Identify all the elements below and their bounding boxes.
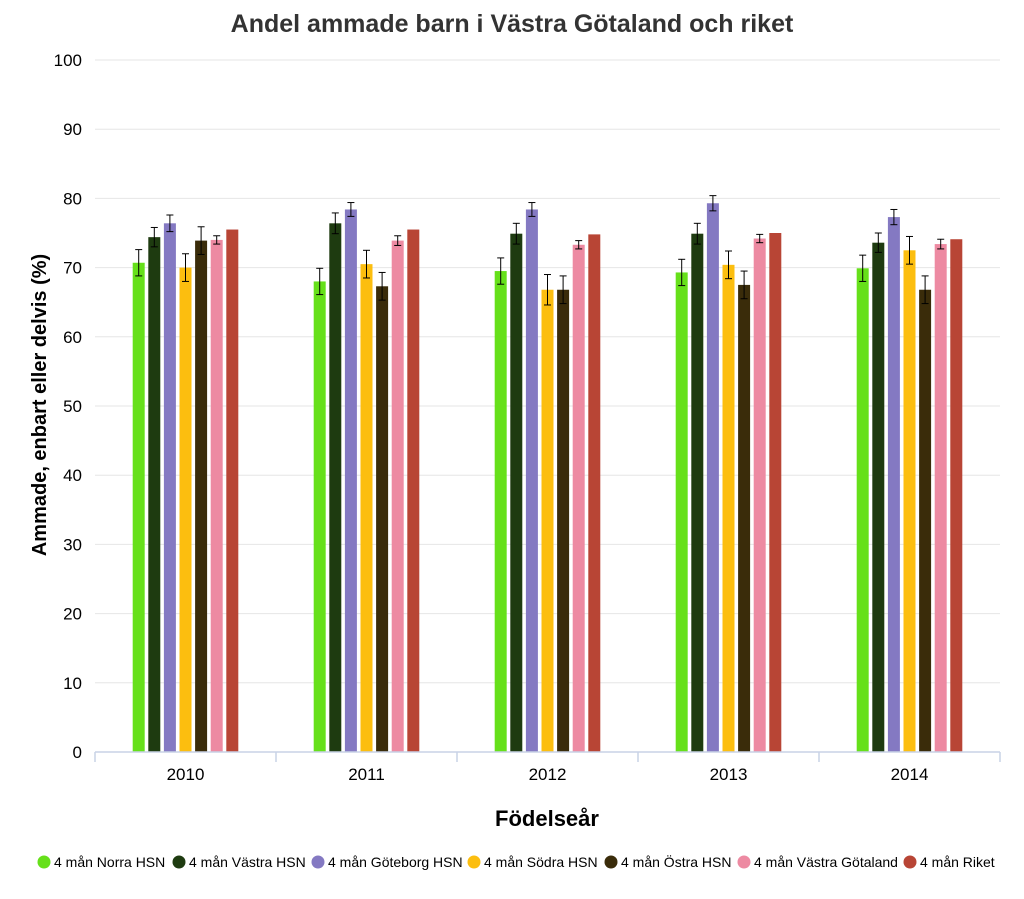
x-tick-label: 2010 bbox=[167, 765, 205, 784]
bar bbox=[360, 264, 373, 752]
bar bbox=[407, 229, 420, 753]
bar bbox=[494, 271, 507, 752]
x-tick-label: 2013 bbox=[710, 765, 748, 784]
legend-swatch bbox=[903, 855, 917, 869]
bar bbox=[950, 239, 963, 752]
x-tick-label: 2014 bbox=[891, 765, 929, 784]
legend-label: 4 mån Östra HSN bbox=[621, 853, 731, 870]
bar bbox=[675, 272, 688, 752]
legend-swatch bbox=[604, 855, 618, 869]
legend-label: 4 mån Södra HSN bbox=[484, 854, 598, 870]
x-tick-label: 2011 bbox=[348, 765, 385, 784]
bar bbox=[179, 267, 192, 752]
legend-label: 4 mån Riket bbox=[920, 854, 995, 870]
legend-label: 4 mån Norra HSN bbox=[54, 854, 165, 870]
bar bbox=[887, 217, 900, 753]
y-tick-label: 30 bbox=[63, 535, 82, 554]
bar bbox=[856, 268, 869, 752]
legend-label: 4 mån Göteborg HSN bbox=[328, 854, 463, 870]
y-tick-label: 40 bbox=[63, 466, 82, 485]
y-tick-label: 80 bbox=[63, 189, 82, 208]
legend-label: 4 mån Västra Götaland bbox=[754, 854, 898, 870]
y-tick-label: 60 bbox=[63, 328, 82, 347]
bar bbox=[376, 286, 389, 752]
bars bbox=[132, 195, 963, 753]
y-axis-ticks: 0 10 20 30 40 50 60 70 80 90 100 bbox=[54, 51, 82, 762]
bar bbox=[769, 233, 782, 752]
legend-swatch bbox=[172, 855, 186, 869]
chart-title: Andel ammade barn i Västra Götaland och … bbox=[231, 10, 794, 38]
bar bbox=[344, 209, 357, 753]
bar bbox=[872, 242, 885, 753]
bar bbox=[391, 240, 404, 752]
bar bbox=[738, 284, 751, 752]
bar bbox=[163, 223, 176, 752]
bar bbox=[572, 244, 585, 752]
legend-swatch bbox=[737, 855, 751, 869]
bar bbox=[691, 233, 704, 752]
bar bbox=[510, 233, 523, 752]
bar bbox=[541, 289, 554, 752]
legend-swatch bbox=[467, 855, 481, 869]
legend-swatch bbox=[37, 855, 51, 869]
bar bbox=[313, 281, 326, 752]
bar bbox=[753, 238, 766, 752]
bar bbox=[329, 223, 342, 752]
x-axis: 2010 2011 2012 2013 2014 bbox=[94, 751, 1001, 784]
legend-label: 4 mån Västra HSN bbox=[189, 854, 306, 870]
x-tick-label: 2012 bbox=[529, 765, 567, 784]
x-axis-label: Födelseår bbox=[495, 806, 599, 831]
y-tick-label: 50 bbox=[63, 397, 82, 416]
bar bbox=[919, 289, 932, 752]
bar bbox=[132, 262, 145, 752]
y-tick-label: 100 bbox=[54, 51, 82, 70]
bar bbox=[195, 240, 208, 752]
bar bbox=[226, 229, 239, 753]
y-tick-label: 10 bbox=[63, 674, 82, 693]
legend-swatch bbox=[311, 855, 325, 869]
bar bbox=[525, 209, 538, 753]
y-axis-label: Ammade, enbart eller delvis (%) bbox=[29, 254, 51, 556]
bar bbox=[706, 203, 719, 752]
bar bbox=[934, 244, 947, 752]
y-tick-label: 70 bbox=[63, 259, 82, 278]
y-tick-label: 20 bbox=[63, 605, 82, 624]
legend: 4 mån Norra HSN 4 mån Västra HSN 4 mån Göt… bbox=[37, 853, 995, 870]
bar bbox=[148, 237, 161, 753]
y-tick-label: 0 bbox=[73, 743, 82, 762]
bar bbox=[210, 239, 223, 753]
bar bbox=[588, 234, 601, 752]
bar bbox=[903, 250, 916, 753]
bar bbox=[722, 264, 735, 752]
bar bbox=[557, 289, 570, 752]
y-tick-label: 90 bbox=[63, 120, 82, 139]
